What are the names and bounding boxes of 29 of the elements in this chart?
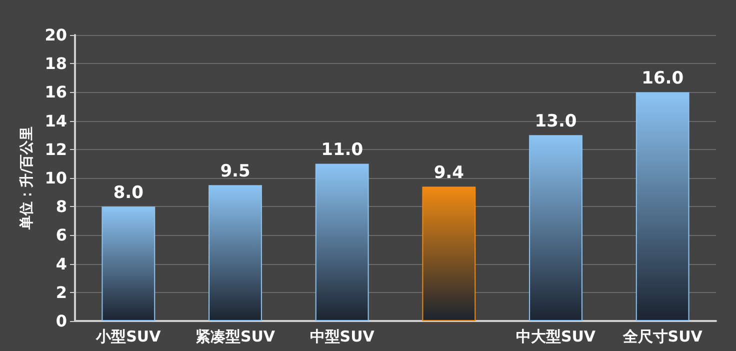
y-tick-label: 2 [56,282,67,302]
bar [422,186,476,321]
y-tick-label: 20 [44,26,67,44]
bar [315,164,369,321]
y-tick-label: 8 [56,197,67,216]
y-tick-label: 14 [44,111,67,130]
y-axis-title: 单位：升/百公里 [18,126,35,231]
y-tick-label: 10 [44,168,67,188]
data-label: 11.0 [321,140,364,160]
data-label: 8.0 [113,183,144,204]
bar [102,206,156,321]
x-tick-label: 中型SUV [310,328,375,346]
data-label: 13.0 [534,112,577,132]
data-label: 9.5 [220,162,250,182]
x-tick-label: 全尺寸SUV [622,328,703,346]
data-label: 9.4 [434,163,464,184]
x-tick-label: 中大型SUV [516,328,596,346]
bar [636,92,690,321]
y-tick-label: 16 [44,82,67,102]
bar [529,135,582,321]
y-tick-label: 6 [56,226,67,245]
x-tick-label: 小型SUV [95,328,162,346]
y-tick-label: 12 [44,140,67,159]
y-tick-label: 18 [44,54,67,74]
y-tick-label: 0 [56,312,67,330]
x-tick-label: 紧凑型SUV [195,328,276,346]
y-tick-label: 4 [56,254,67,274]
data-label: 16.0 [642,68,684,89]
bar [208,185,262,321]
